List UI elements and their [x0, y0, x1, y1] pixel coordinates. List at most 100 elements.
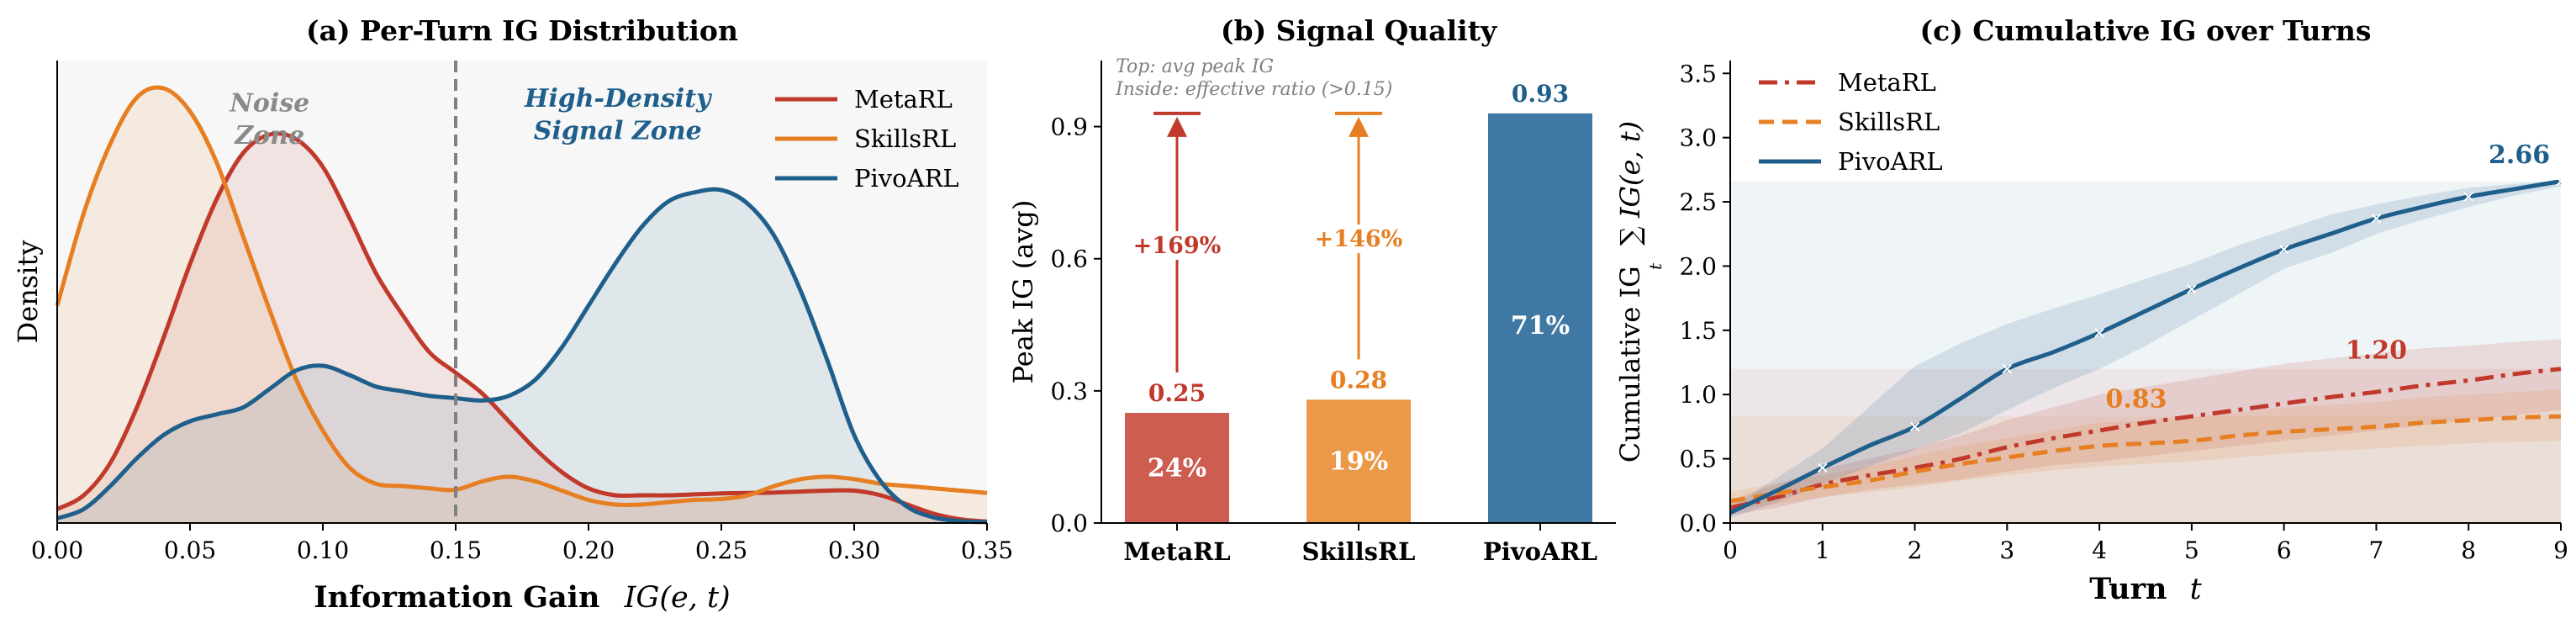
series-marker-pivoarl: [2463, 192, 2473, 202]
final-value-label: 1.20: [2346, 335, 2407, 365]
x-tick-label: 0.00: [31, 536, 83, 564]
density-line-skillsrl: [55, 85, 988, 508]
improvement-label-background: [1313, 225, 1404, 254]
density-fill-metarl: [57, 133, 987, 524]
x-tick-label: 9: [2553, 536, 2568, 564]
y-tick-label: 1.0: [1679, 381, 1717, 409]
panel-a-density-chart: 0.00 0.05 0.10 0.15 0.20 0.25 0.30 0.35 NoiseZo…: [12, 14, 1013, 615]
series-lines: [1729, 176, 2566, 515]
y-axis-title-label: Cumulative IG: [1614, 266, 1646, 462]
x-tick-label: 0.15: [430, 536, 482, 564]
x-axis-title-text: Turn: [2089, 572, 2167, 606]
x-axis-title-math: t: [2190, 573, 2203, 606]
improvement-label: +169%: [1133, 233, 1222, 259]
zone-label: Zone: [234, 121, 304, 151]
y-tick-label: 0.3: [1050, 378, 1088, 405]
y-tick-label: 0.0: [1679, 510, 1717, 537]
x-tick-label: 1: [1815, 536, 1830, 564]
series-line-skillsrl: [1729, 414, 2562, 504]
series-marker-pivoarl: [2002, 363, 2013, 374]
ticks: 0 1 2 3 4 5 6 7 8 9 0.0 0.5 1.0 1.5 2.0 2.5 3.0 3.5: [1679, 60, 2568, 564]
bar-inside-label: 24%: [1148, 454, 1206, 483]
bars: 0.25 24% 0.28 19% 0.93 71%: [1125, 80, 1592, 523]
x-tick-label: 6: [2277, 536, 2292, 564]
series-line-pivoarl: [1729, 179, 2562, 515]
x-tick-label: 0.10: [297, 536, 349, 564]
final-value-labels: 1.20 0.83 2.66: [2105, 140, 2550, 414]
legend: MetaRL SkillsRL PivoARL: [775, 85, 959, 193]
x-tick-label: 0: [1723, 536, 1738, 564]
y-tick-label: 0.9: [1050, 114, 1088, 141]
y-axis-title-text: Cumulative IG ∑ IG(e, t): [1614, 121, 1646, 462]
density-lines: [55, 85, 988, 525]
x-axis-title: Turn t: [2089, 572, 2202, 606]
series-marker-pivoarl: [2371, 214, 2382, 224]
x-axis-title: Information Gain IG(e, t): [314, 580, 730, 615]
bar-value-label: 0.25: [1148, 379, 1206, 407]
series-marker-pivoarl: [2187, 284, 2197, 294]
density-fill-pivoarl: [57, 189, 987, 523]
bar-inside-label: 71%: [1511, 311, 1570, 341]
confidence-band-skillsrl: [1730, 389, 2561, 510]
x-tick-label: 0.30: [828, 536, 880, 564]
x-axis-title-math: IG(e, t): [624, 581, 731, 615]
improvement-label-background: [1132, 230, 1222, 260]
y-axis-title: Cumulative IG ∑ IG(e, t) t: [1614, 121, 1665, 462]
note-inside: Inside: effective ratio (>0.15): [1115, 79, 1392, 100]
y-axis-title-math: ∑ IG(e, t): [1614, 121, 1646, 246]
y-tick-label: 0.0: [1050, 510, 1088, 537]
x-tick-label: MetaRL: [1123, 537, 1230, 566]
y-tick-label: 0.5: [1679, 446, 1717, 473]
series-line-metarl: [1729, 367, 2562, 510]
y-tick-label: 3.5: [1679, 60, 1717, 87]
y-axis-title: Peak IG (avg): [1007, 200, 1039, 384]
x-tick-label: 3: [1999, 536, 2014, 564]
x-tick-label: 0.20: [562, 536, 615, 564]
density-line-pivoarl: [56, 187, 988, 525]
legend-label: SkillsRL: [1838, 108, 1940, 136]
y-axis-title-subscript: t: [1645, 262, 1665, 270]
zone-label: High-Density: [524, 84, 713, 114]
background-band: [1731, 416, 2561, 523]
y-tick-label: 1.5: [1679, 317, 1717, 345]
final-value-label: 2.66: [2489, 140, 2550, 170]
series-marker-pivoarl: [1909, 421, 1920, 432]
legend-label: MetaRL: [1838, 68, 1936, 97]
legend-label: SkillsRL: [854, 124, 956, 153]
background-band: [1731, 181, 2561, 523]
density-fills: [57, 87, 987, 524]
density-fill-skillsrl: [57, 87, 987, 523]
zone-label: Signal Zone: [534, 117, 702, 146]
x-tick-label: 4: [2092, 536, 2107, 564]
chart-title: (a) Per-Turn IG Distribution: [306, 14, 738, 47]
density-line-metarl: [55, 131, 988, 524]
bar-value-label: 0.93: [1512, 80, 1569, 108]
x-tick-label: 0.35: [961, 536, 1013, 564]
bar-metarl: [1125, 413, 1229, 523]
y-tick-label: 2.0: [1679, 252, 1717, 280]
bar-pivoarl: [1488, 113, 1592, 523]
x-tick-label: 5: [2184, 536, 2199, 564]
legend-label: PivoARL: [854, 164, 959, 193]
chart-title: (b) Signal Quality: [1221, 14, 1497, 47]
series-marker-pivoarl: [2278, 244, 2289, 255]
series-marker-pivoarl: [1818, 462, 1828, 473]
series-marker-pivoarl: [2556, 176, 2566, 187]
note-top: Top: avg peak IG: [1116, 56, 1274, 77]
y-tick-label: 0.6: [1050, 246, 1088, 273]
x-tick-label: 2: [1908, 536, 1923, 564]
x-tick-label: 7: [2369, 536, 2384, 564]
legend: MetaRL SkillsRL PivoARL: [1759, 68, 1943, 176]
x-tick-label: PivoARL: [1483, 537, 1597, 566]
y-tick-label: 3.0: [1679, 124, 1717, 152]
legend-label: PivoARL: [1838, 147, 1943, 176]
confidence-band-pivoarl: [1730, 180, 2561, 518]
panel-c-line-chart: 0 1 2 3 4 5 6 7 8 90.00.51.01.52.02.53.03.5 1.200…: [1614, 14, 2568, 606]
x-tick-label: 8: [2461, 536, 2476, 564]
x-tick-label: 0.25: [695, 536, 747, 564]
final-value-label: 0.83: [2105, 385, 2167, 415]
bar-inside-label: 19%: [1329, 447, 1388, 477]
confidence-bands: [1730, 180, 2561, 518]
